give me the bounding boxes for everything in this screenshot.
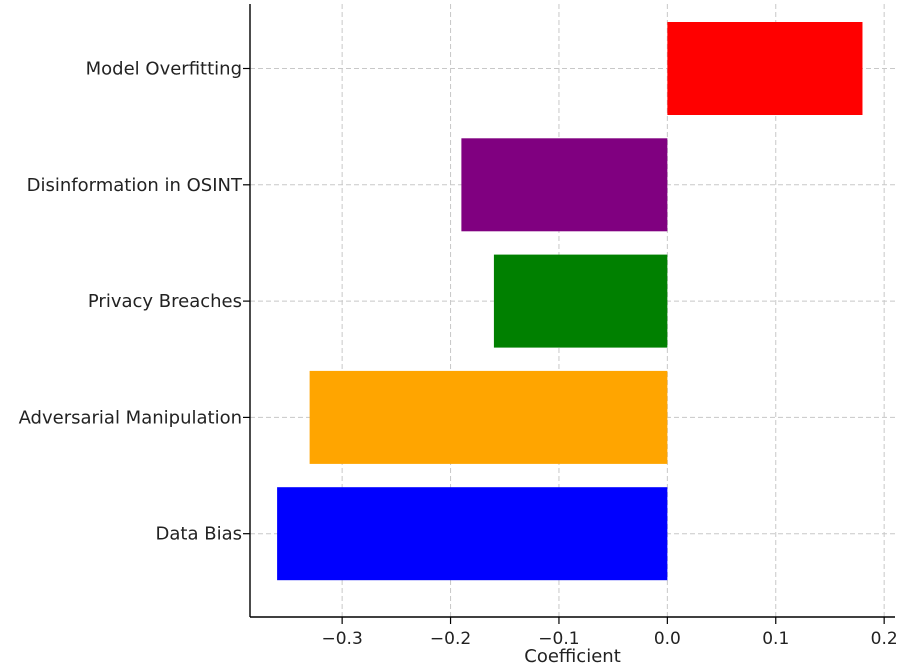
bar (461, 138, 668, 232)
category-label: Adversarial Manipulation (19, 407, 242, 428)
category-label: Data Bias (156, 524, 242, 545)
category-label: Disinformation in OSINT (27, 175, 243, 196)
bar-layer (277, 22, 863, 581)
bar (277, 487, 668, 581)
x-tick-label: −0.2 (430, 629, 471, 649)
category-label: Model Overfitting (86, 59, 242, 80)
x-tick-label: −0.1 (538, 629, 579, 649)
x-tick-label: 0.1 (762, 629, 789, 649)
x-tick-label: 0.0 (654, 629, 681, 649)
x-tick-label: −0.3 (322, 629, 363, 649)
label-layer: Data Bias Adversarial Manipulation Privacy… (19, 59, 243, 545)
category-label: Privacy Breaches (88, 291, 242, 312)
x-axis-title: Coefficient (524, 646, 621, 666)
axis-layer (249, 4, 895, 618)
bar (667, 22, 863, 115)
bar (309, 370, 668, 464)
x-tick-label: 0.2 (871, 629, 898, 649)
tick-layer: −0.3 −0.2 −0.1 0.0 0.1 0.2 (243, 67, 898, 649)
bar (493, 254, 668, 348)
